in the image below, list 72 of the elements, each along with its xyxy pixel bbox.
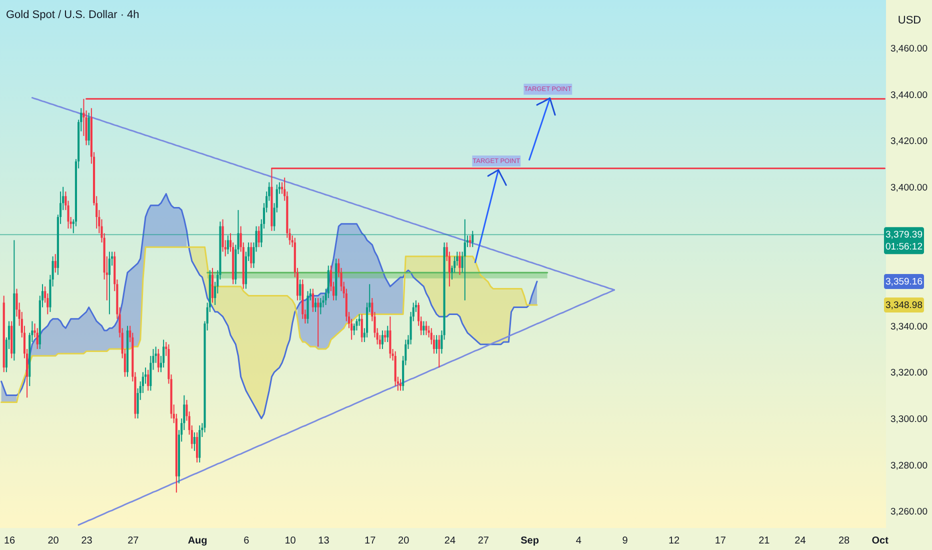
x-tick-label: 20 (398, 536, 410, 546)
y-tick-label: 3,420.00 (890, 136, 928, 148)
candlestick (147, 369, 150, 392)
candlestick (299, 279, 302, 301)
candlestick (108, 251, 110, 315)
candlestick (36, 328, 38, 350)
candlestick (384, 330, 386, 343)
candlestick (211, 267, 214, 304)
x-tick-label: 17 (364, 536, 376, 546)
x-tick-label: 4 (576, 536, 582, 546)
candlestick (88, 112, 90, 146)
annotation: 01:56:12 (886, 242, 922, 253)
x-tick-label: 12 (668, 536, 680, 546)
candlestick (381, 330, 384, 350)
annotation: 3,359.16 (886, 276, 922, 288)
candlestick (312, 288, 314, 312)
y-tick-label: 3,280.00 (890, 460, 928, 472)
candlestick (222, 218, 224, 252)
x-tick-label: 9 (622, 536, 628, 546)
candlestick (314, 298, 317, 312)
candlestick (425, 320, 428, 336)
x-tick-label: 27 (128, 536, 140, 546)
candlestick (317, 298, 320, 348)
candlestick (469, 235, 472, 248)
x-tick-label: Aug (188, 536, 208, 546)
x-tick-label: 24 (444, 536, 456, 546)
x-tick-label: 21 (758, 536, 770, 546)
x-tick-label: 28 (838, 536, 850, 546)
y-tick-label: 3,300.00 (890, 414, 928, 425)
candlestick (389, 316, 392, 359)
candlestick (226, 235, 229, 255)
x-tick-label: Sep (520, 536, 539, 546)
candlestick (438, 334, 440, 368)
candlestick (464, 218, 466, 301)
x-tick-label: 10 (284, 536, 296, 546)
text: Gold Spot / U.S. Dollar · 4h (6, 9, 140, 21)
candlestick (422, 320, 425, 336)
y-tick-label: 3,260.00 (890, 506, 928, 518)
y-tick-label: 3,460.00 (890, 43, 928, 54)
candlestick (458, 251, 461, 276)
y-tick-label: 3,340.00 (890, 321, 928, 332)
candlestick (258, 226, 260, 248)
x-tick-label: 23 (81, 536, 93, 546)
candlestick (306, 290, 309, 324)
candlestick (196, 432, 198, 463)
candlestick (436, 334, 438, 354)
candlestick (250, 242, 252, 268)
candlestick (356, 318, 358, 331)
x-tick-label: 24 (794, 536, 806, 546)
candlestick (399, 378, 402, 392)
x-tick-label: 13 (318, 536, 330, 546)
y-tick-label: 3,320.00 (890, 368, 928, 379)
candlestick (54, 254, 56, 274)
y-axis-title: USD (898, 14, 922, 26)
x-tick-label: 16 (4, 536, 16, 546)
candlestick (353, 323, 356, 336)
x-tick-label: 20 (48, 536, 60, 546)
x-tick-label: 27 (478, 536, 490, 546)
x-tick-label: 17 (714, 536, 726, 546)
x-tick-label: 6 (244, 536, 250, 546)
candlestick (320, 298, 322, 315)
y-tick-label: 3,440.00 (890, 90, 928, 101)
candlestick (472, 230, 474, 248)
annotation: 3,348.98 (886, 300, 922, 312)
candlestick (157, 348, 160, 373)
candlestick (162, 339, 165, 368)
candlestick (386, 325, 389, 343)
candlestick (360, 314, 363, 343)
y-tick-label: 3,400.00 (890, 182, 928, 194)
x-tick-label: Oct (872, 536, 890, 546)
candlestick (193, 432, 196, 452)
ref-line-label: 3,379.39 (886, 230, 922, 241)
